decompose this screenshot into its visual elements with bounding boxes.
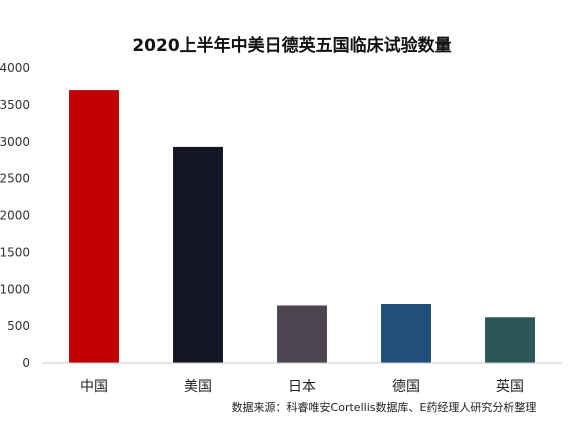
bar-2 (277, 305, 327, 363)
y-axis: 0 500 1000 1500 2000 2500 3000 3500 4000 (0, 61, 30, 370)
y-tick-label: 1500 (0, 245, 30, 259)
bar-3 (381, 304, 431, 363)
bar-4 (485, 317, 535, 363)
y-tick-label: 2500 (0, 172, 30, 186)
x-tick-label: 日本 (288, 379, 316, 395)
y-tick-label: 0 (22, 356, 30, 370)
x-tick-label: 美国 (184, 379, 212, 395)
y-tick-label: 3000 (0, 135, 30, 149)
y-tick-label: 1000 (0, 282, 30, 296)
bars (69, 90, 535, 363)
y-tick-label: 3500 (0, 98, 30, 112)
bar-1 (173, 146, 223, 363)
y-tick-label: 4000 (0, 61, 30, 75)
x-tick-label: 英国 (496, 378, 524, 395)
x-tick-label: 中国 (80, 379, 108, 395)
x-axis: 中国 美国 日本 德国 英国 (80, 378, 524, 395)
source-note: 数据来源：科睿唯安Cortellis数据库、E药经理人研究分析整理 (232, 400, 537, 414)
chart-title: 2020上半年中美日德英五国临床试验数量 (132, 35, 451, 56)
bar-0 (69, 90, 119, 363)
y-tick-label: 500 (7, 319, 30, 333)
y-tick-label: 2000 (0, 209, 30, 223)
x-tick-label: 德国 (392, 379, 420, 395)
